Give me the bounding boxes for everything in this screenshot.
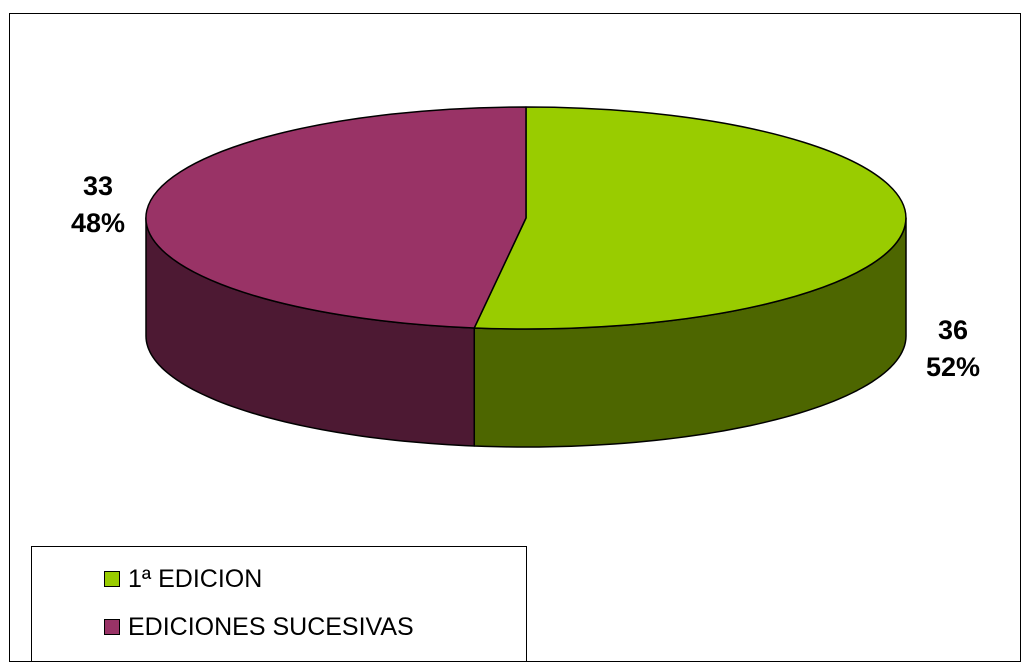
data-label-percent: 52%	[925, 352, 981, 382]
legend-swatch-green	[104, 571, 120, 587]
data-label-ediciones-sucesivas: 33 48%	[53, 168, 143, 242]
data-label-value: 33	[82, 171, 114, 201]
legend-item-1a-edicion: 1ª EDICION	[32, 559, 262, 599]
data-label-1a-edicion: 36 52%	[908, 312, 998, 386]
data-label-percent: 48%	[70, 208, 126, 238]
pie-slice-ediciones-sucesivas	[145, 106, 527, 329]
legend-swatch-magenta	[104, 619, 120, 635]
legend-label: 1ª EDICION	[128, 564, 263, 593]
data-label-value: 36	[937, 315, 969, 345]
legend-label: EDICIONES SUCESIVAS	[128, 612, 414, 641]
legend: 1ª EDICION EDICIONES SUCESIVAS	[31, 546, 527, 662]
legend-item-ediciones-sucesivas: EDICIONES SUCESIVAS	[32, 607, 414, 647]
pie-slice-1a-edicion	[473, 106, 907, 330]
